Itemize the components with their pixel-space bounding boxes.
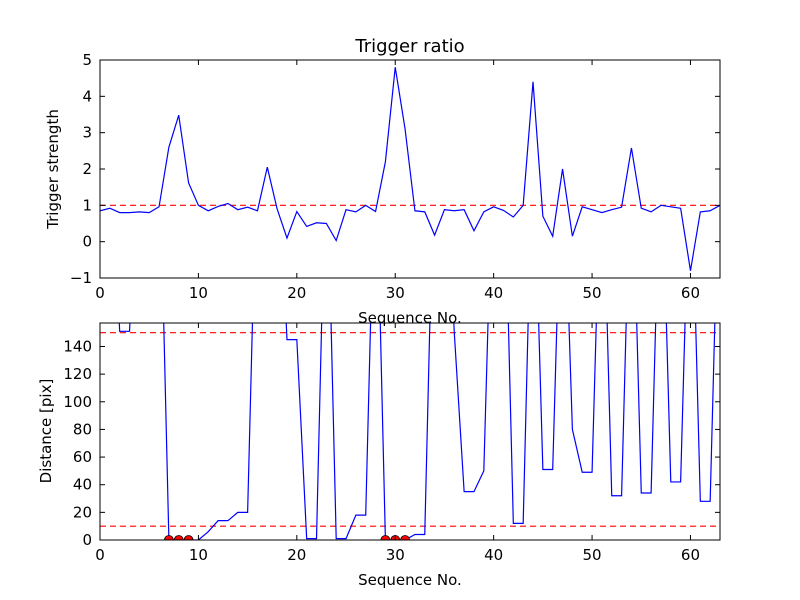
y-tick-label: 40 [73,476,92,494]
y-tick-label: 3 [82,124,92,142]
x-tick-label: 10 [189,284,208,302]
x-tick-label: 30 [386,284,405,302]
y-tick-label: 80 [73,420,92,438]
series-line [118,323,716,540]
y-tick-label: 1 [82,196,92,214]
y-tick-label: 60 [73,448,92,466]
y-tick-label: 2 [82,160,92,178]
axis-ticks: 0 10 20 30 40 50 60 0 20 40 60 80 100 120 140 [63,323,720,564]
y-tick-label: 4 [82,87,92,105]
x-tick-label: 0 [95,546,105,564]
series-line [100,67,720,271]
y-tick-label: −1 [70,269,92,287]
y-tick-label: 5 [82,51,92,69]
x-tick-label: 60 [681,546,700,564]
x-tick-label: 50 [583,546,602,564]
x-tick-label: 30 [386,546,405,564]
data-point [173,535,184,540]
x-tick-label: 40 [484,546,503,564]
x-tick-label: 20 [287,546,306,564]
data-point [380,535,391,540]
plot-frame [99,322,721,541]
x-tick-label: 50 [583,284,602,302]
y-axis-title: Distance [pix] [37,379,55,484]
data-point [163,535,174,540]
y-tick-label: 0 [82,233,92,251]
data-point [400,535,410,540]
x-tick-label: 20 [287,284,306,302]
y-tick-label: 0 [82,531,92,549]
x-tick-label: 0 [95,284,105,302]
y-tick-label: 140 [63,337,92,355]
x-tick-label: 40 [484,284,503,302]
y-tick-label: 120 [63,365,92,383]
plot-area [100,67,720,271]
x-tick-label: 10 [189,546,208,564]
y-tick-label: 20 [73,503,92,521]
subplot-distance: 0 10 20 30 40 50 60 0 20 40 60 80 100 120 140 Sequence… [37,322,721,589]
data-point [183,535,194,540]
x-axis-title: Sequence No. [358,309,462,327]
y-axis-title: Trigger strength [44,109,62,230]
plot-area [100,323,720,540]
x-tick-label: 60 [681,284,700,302]
y-tick-label: 100 [63,393,92,411]
x-axis-title: Sequence No. [358,571,462,589]
chart-title: Trigger ratio [354,36,464,57]
